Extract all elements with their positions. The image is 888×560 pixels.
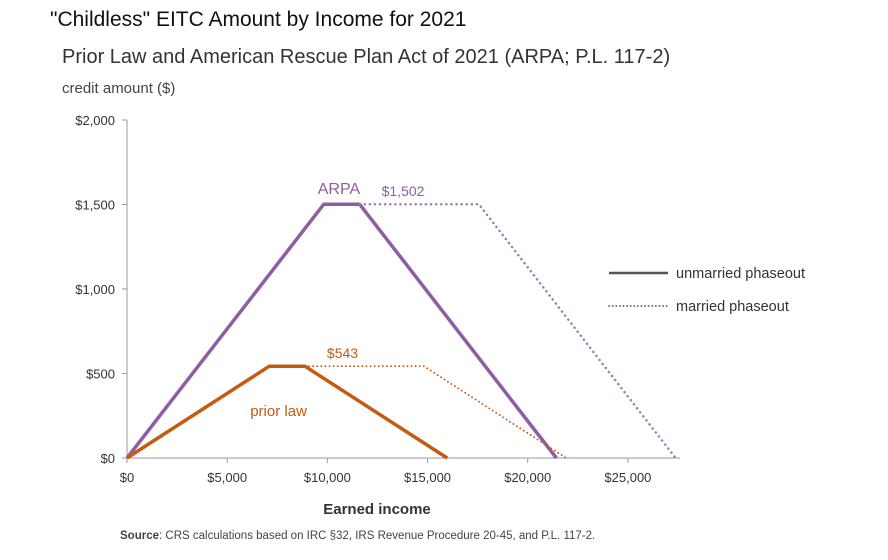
y-tick-label: $0 (101, 451, 115, 466)
legend-label-dotted: married phaseout (676, 299, 789, 315)
annotation-arpa-label: ARPA (318, 181, 361, 198)
y-tick-label: $1,000 (75, 282, 115, 297)
y-tick-label: $2,000 (75, 113, 115, 128)
source-text: : CRS calculations based on IRC §32, IRS… (159, 530, 596, 542)
annotation-prior-value: $543 (327, 345, 358, 361)
legend: unmarried phaseout married phaseout (608, 266, 805, 315)
prior-law-unmarried-phaseout-line (126, 364, 449, 460)
legend-label-solid: unmarried phaseout (676, 266, 805, 282)
arpa-married-phaseout-line (358, 202, 677, 460)
x-tick-label: $0 (120, 470, 134, 485)
y-tick-label: $500 (86, 367, 115, 382)
source-note: Source: CRS calculations based on IRC §3… (120, 530, 595, 542)
axes: $0 $500 $1,000 $1,500 $2,000 $0 $5,000 $10,000 $… (75, 113, 680, 485)
series-layer (125, 202, 677, 460)
x-tick-label: $5,000 (207, 470, 247, 485)
y-axis-title: credit amount ($) (62, 80, 176, 97)
eitc-chart: $0 $500 $1,000 $1,500 $2,000 $0 $5,000 $10,000 $… (75, 113, 805, 518)
annotation-arpa-value: $1,502 (382, 183, 425, 199)
x-tick-label: $20,000 (504, 470, 551, 485)
prior-law-married-phaseout-line (303, 365, 568, 459)
chart-title: "Childless" EITC Amount by Income for 20… (50, 8, 467, 31)
chart-subtitle: Prior Law and American Rescue Plan Act o… (62, 46, 671, 68)
arpa-unmarried-phaseout-line (125, 202, 558, 460)
y-tick-label: $1,500 (75, 198, 115, 213)
annotation-prior-label: prior law (250, 403, 307, 420)
x-tick-label: $25,000 (604, 470, 651, 485)
annotation-layer: ARPA $1,502 $543 prior law (250, 181, 424, 420)
x-tick-label: $15,000 (404, 470, 451, 485)
x-axis-title: Earned income (323, 501, 431, 518)
x-tick-label: $10,000 (304, 470, 351, 485)
source-label: Source (120, 530, 159, 542)
